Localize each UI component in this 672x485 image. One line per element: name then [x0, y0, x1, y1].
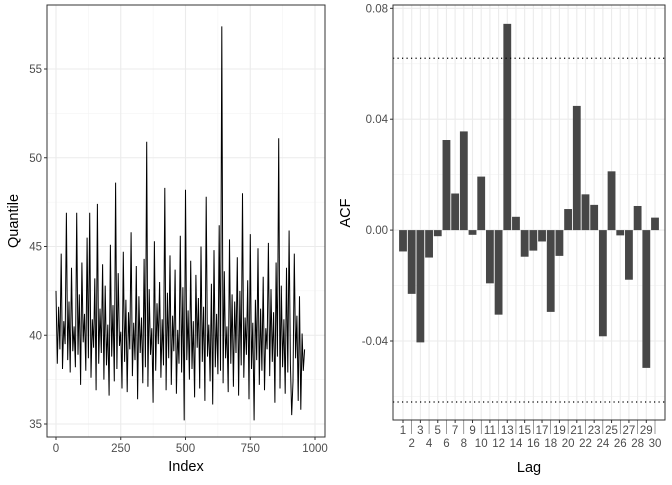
acf-bar — [485, 230, 494, 284]
x-tick-label: 1 — [400, 425, 406, 437]
y-tick-label: 0.04 — [366, 114, 389, 126]
x-tick-label: 19 — [553, 425, 566, 437]
x-tick-label: 7 — [452, 425, 458, 437]
acf-bar — [642, 230, 651, 368]
y-tick-label: 40 — [29, 330, 42, 342]
x-tick-label: 11 — [484, 425, 496, 437]
x-tick-label: 24 — [596, 438, 609, 450]
acf-bar — [581, 194, 590, 231]
acf-bar — [416, 230, 425, 343]
x-tick-label: 3 — [417, 425, 423, 437]
y-tick-label: 50 — [29, 153, 42, 165]
y-tick-label: 0.08 — [366, 3, 388, 15]
acf-bar — [512, 216, 520, 231]
x-tick-label: 250 — [111, 443, 130, 455]
x-tick-label: 12 — [492, 438, 505, 450]
x-tick-label: 18 — [544, 438, 557, 450]
x-tick-label: 8 — [461, 438, 467, 450]
x-tick-label: 30 — [649, 438, 662, 450]
acf-bar — [616, 230, 625, 236]
x-tick-label: 15 — [518, 425, 531, 437]
x-tick-label: 29 — [640, 425, 653, 437]
x-tick-label: 25 — [605, 425, 618, 437]
acf-bar — [442, 140, 451, 231]
acf-bar — [468, 230, 477, 235]
x-tick-label: 9 — [469, 425, 475, 437]
y-tick-label: -0.04 — [362, 336, 389, 348]
y-axis-title-right: ACF — [338, 198, 354, 227]
acf-bar — [520, 230, 529, 257]
acf-bar — [477, 176, 486, 231]
panel-background — [393, 5, 665, 420]
acf-bar — [494, 230, 503, 315]
acf-bar — [607, 171, 616, 231]
acf-bar — [572, 105, 581, 231]
acf-bar — [598, 230, 607, 337]
acf-bar — [407, 230, 416, 294]
y-axis-title-left: Quantile — [6, 194, 22, 248]
panel-border — [392, 4, 666, 421]
x-tick-label: 750 — [241, 443, 260, 455]
acf-bar — [538, 230, 546, 242]
time-series-panel: 35 40 45 50 55 0 250 500 750 1000 — [29, 4, 328, 455]
x-tick-label: 13 — [501, 425, 514, 437]
panel-border — [46, 4, 326, 438]
x-axis-title-right: Lag — [517, 460, 541, 476]
acf-bar — [546, 230, 555, 312]
y-tick-label: 45 — [29, 242, 42, 254]
x-tick-label: 1000 — [302, 443, 328, 455]
x-tick-label: 16 — [527, 438, 540, 450]
acf-panel: -0.040.000.040.0812345678910111213141516… — [362, 3, 666, 450]
y-tick-label: 35 — [29, 419, 42, 431]
acf-bar — [425, 230, 433, 258]
x-tick-label: 4 — [426, 438, 433, 450]
acf-bar — [503, 23, 512, 231]
acf-bar — [590, 204, 599, 231]
x-tick-label: 14 — [510, 438, 523, 450]
acf-bar — [529, 230, 538, 251]
x-tick-label: 500 — [176, 443, 195, 455]
x-tick-label: 27 — [623, 425, 636, 437]
acf-bar — [564, 209, 573, 231]
x-tick-label: 23 — [588, 425, 601, 437]
x-tick-label: 22 — [579, 438, 592, 450]
x-tick-label: 10 — [475, 438, 488, 450]
x-tick-label: 20 — [562, 438, 575, 450]
acf-bar — [451, 193, 460, 231]
x-tick-label: 5 — [435, 425, 441, 437]
y-tick-label: 55 — [29, 64, 42, 76]
acf-bar — [651, 217, 659, 231]
x-tick-label: 6 — [443, 438, 449, 450]
acf-bar — [459, 131, 468, 231]
x-tick-label: 21 — [570, 425, 583, 437]
x-tick-label: 2 — [408, 438, 414, 450]
acf-bar — [625, 230, 633, 280]
acf-bar — [633, 205, 642, 231]
x-axis-title-left: Index — [168, 459, 204, 475]
series-line — [55, 26, 306, 421]
acf-bar — [555, 230, 564, 256]
x-tick-label: 17 — [536, 425, 549, 437]
acf-bar — [433, 230, 442, 237]
x-tick-label: 28 — [631, 438, 644, 450]
acf-bar — [399, 230, 407, 252]
y-tick-label: 0.00 — [366, 225, 388, 237]
x-tick-label: 0 — [53, 443, 59, 455]
x-tick-label: 26 — [614, 438, 627, 450]
